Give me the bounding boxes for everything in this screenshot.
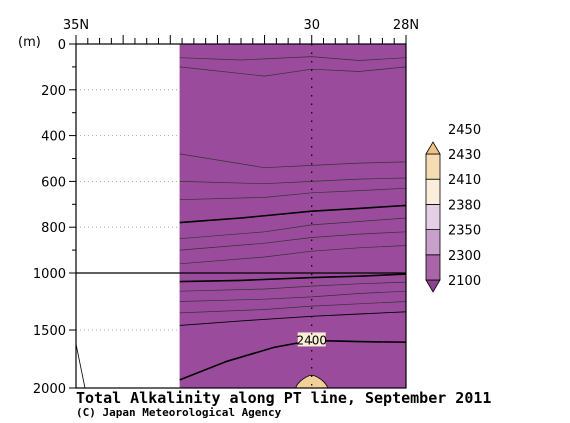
colorbar-arrow-low [425,279,441,293]
contour-boundary-1 [179,273,407,283]
contour-thin-1 [179,66,407,77]
y-tick-label-1000: 1000 [33,267,66,282]
colorbar-seg-2 [425,229,441,256]
colorbar: 2100 2300 2350 2380 2410 2430 2450 [425,123,481,293]
chart-title: Total Alkalinity along PT line, Septembe… [76,389,492,407]
colorbar-seg-4 [425,178,441,205]
contour-fill-layer [179,44,406,389]
colorbar-seg-3 [425,203,441,230]
contour-thin-0 [179,56,407,61]
y-axis-unit: (m) [18,35,41,50]
x-tick-label-35N: 35N [63,18,89,33]
y-tick-label-0: 0 [58,38,66,53]
colorbar-label-2450: 2450 [448,123,481,138]
colorbar-label-2410: 2410 [448,173,481,188]
contour-thin-9 [179,290,407,302]
band-2100-2300 [179,44,406,388]
colorbar-label-2100: 2100 [448,274,481,289]
contour-thin-4 [179,187,407,201]
y-tick-label-800: 800 [41,221,66,236]
bathymetry-line [75,343,86,389]
contour-thin-8 [179,281,407,292]
colorbar-label-2300: 2300 [448,249,481,264]
x-tick-label-30: 30 [303,18,320,33]
y-tick-label-200: 200 [41,84,66,99]
y-tick-label-2000: 2000 [33,382,66,397]
y-tick-label-600: 600 [41,175,66,190]
colorbar-label-2380: 2380 [448,198,481,213]
colorbar-seg-1 [425,254,441,281]
contour-thin-10 [179,301,407,314]
contour-line-layer: 2400 [179,44,407,388]
contour-thin-5 [179,217,407,240]
y-tick-label-1500: 1500 [33,324,66,339]
colorbar-seg-5 [425,153,441,180]
colorbar-label-2350: 2350 [448,224,481,239]
colorbar-arrow-high [425,141,441,155]
contour-boundary-0 [179,204,407,224]
chart-credit: (C) Japan Meteorological Agency [76,406,282,419]
colorbar-label-2430: 2430 [448,148,481,163]
axes-layer: 35N 30 28N 0 200 400 600 800 1000 1500 2000 (m) [18,18,419,397]
contour-2400 [179,339,407,381]
contour-2400-label-bg [297,332,326,347]
x-tick-label-28N: 28N [393,18,419,33]
contour-thin-6 [179,231,407,251]
contour-2400-label: 2400 [296,333,327,347]
contour-thin-2 [179,153,407,169]
contour-thin-7 [179,245,407,265]
y-tick-label-400: 400 [41,130,66,145]
patch-2430 [295,374,329,389]
